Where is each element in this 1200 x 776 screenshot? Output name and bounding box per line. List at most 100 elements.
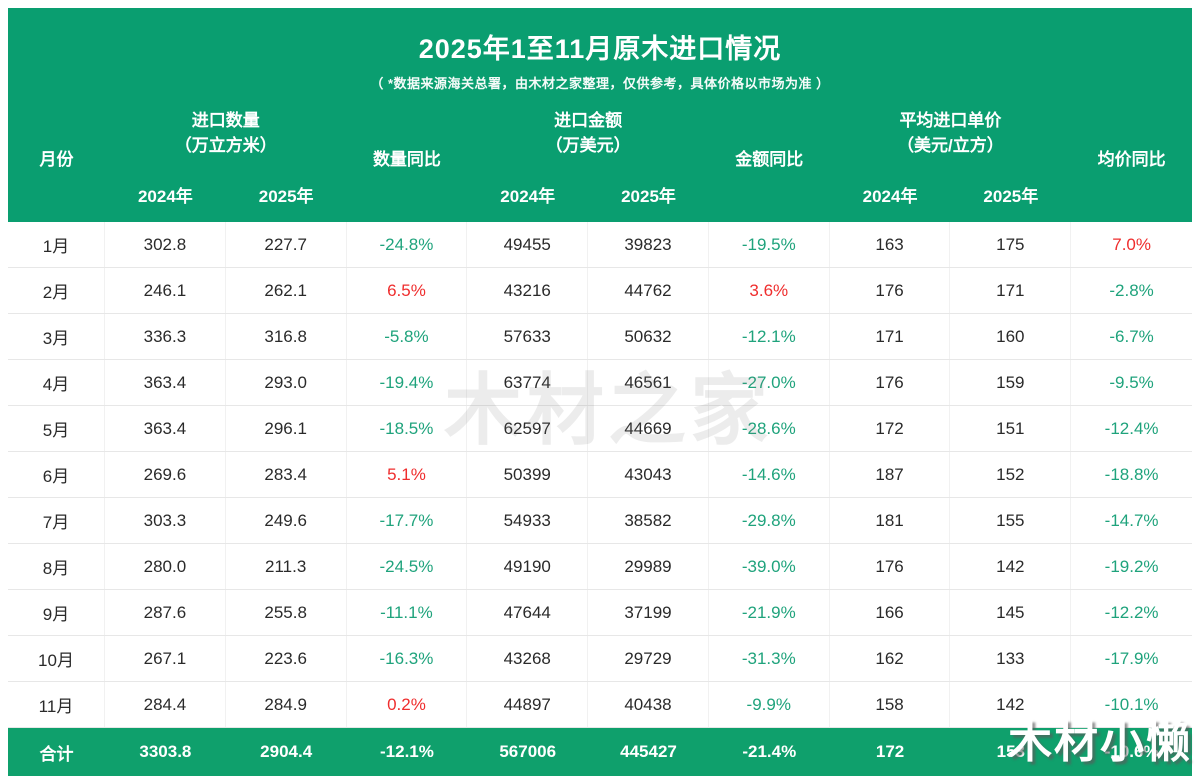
cell-qty-2025: 255.8 bbox=[226, 590, 347, 635]
col-group-avg-unit-price-label: 平均进口单价 bbox=[899, 110, 1002, 130]
cell-amt-2025: 37199 bbox=[588, 590, 709, 635]
page-subtitle: （ *数据来源海关总署，由木材之家整理，仅供参考，具体价格以市场为准 ） bbox=[370, 76, 830, 91]
cell-price-2025: 160 bbox=[950, 314, 1072, 359]
table-row: 6月 269.6 283.4 5.1% 50399 43043 -14.6% 1… bbox=[8, 452, 1192, 498]
cell-qty-yoy: -11.1% bbox=[347, 590, 468, 635]
table-row: 2月 246.1 262.1 6.5% 43216 44762 3.6% 176… bbox=[8, 268, 1192, 314]
page: 2025年1至11月原木进口情况 （ *数据来源海关总署，由木材之家整理，仅供参… bbox=[8, 8, 1192, 776]
cell-month: 1月 bbox=[8, 222, 105, 267]
table-row: 11月 284.4 284.9 0.2% 44897 40438 -9.9% 1… bbox=[8, 682, 1192, 728]
cell-price-2025: 155 bbox=[950, 498, 1072, 543]
cell-price-2024: 176 bbox=[830, 360, 951, 405]
cell-amt-yoy: -21.4% bbox=[742, 742, 797, 761]
cell-amt-2025: 44669 bbox=[588, 406, 709, 451]
cell-qty-2025: 262.1 bbox=[226, 268, 347, 313]
cell-qty-2025: 316.8 bbox=[226, 314, 347, 359]
cell-price-2025: 175 bbox=[950, 222, 1072, 267]
cell-month: 11月 bbox=[8, 682, 105, 727]
cell-price-2025: 145 bbox=[950, 590, 1072, 635]
table-header: 月份 进口数量 （万立方米） 数量同比 进口金额 （万美元） 金额同比 平均进口… bbox=[8, 96, 1192, 218]
cell-amt-2025: 44762 bbox=[588, 268, 709, 313]
table-row: 8月 280.0 211.3 -24.5% 49190 29989 -39.0%… bbox=[8, 544, 1192, 590]
table-row: 7月 303.3 249.6 -17.7% 54933 38582 -29.8%… bbox=[8, 498, 1192, 544]
cell-qty-yoy: -16.3% bbox=[347, 636, 468, 681]
cell-qty-yoy: -24.8% bbox=[347, 222, 468, 267]
cell-price-2024: 166 bbox=[830, 590, 951, 635]
cell-qty-2024: 246.1 bbox=[105, 268, 226, 313]
cell-amt-2024: 49190 bbox=[467, 544, 589, 589]
cell-price-yoy: -10.6% bbox=[1104, 742, 1159, 761]
col-group-import-quantity-unit: （万立方米） bbox=[174, 136, 277, 155]
cell-qty-2024: 363.4 bbox=[105, 406, 226, 451]
col-header-price-2025: 2025年 bbox=[983, 186, 1039, 206]
cell-amt-2024: 567006 bbox=[499, 742, 557, 761]
table-total-row: 合计 3303.8 2904.4 -12.1% 567006 445427 -2… bbox=[8, 728, 1192, 776]
cell-price-2025: 171 bbox=[950, 268, 1072, 313]
cell-price-yoy: -17.9% bbox=[1104, 648, 1159, 668]
cell-amt-2024: 49455 bbox=[467, 222, 589, 267]
col-header-amt-2024: 2024年 bbox=[500, 186, 556, 206]
cell-amt-2024: 63774 bbox=[467, 360, 589, 405]
table-row: 9月 287.6 255.8 -11.1% 47644 37199 -21.9%… bbox=[8, 590, 1192, 636]
col-group-import-amount: 进口金额 （万美元） bbox=[467, 96, 709, 170]
cell-amt-2025: 43043 bbox=[588, 452, 709, 497]
cell-month: 8月 bbox=[8, 544, 105, 589]
cell-qty-yoy: -12.1% bbox=[380, 742, 434, 761]
cell-amt-2025: 445427 bbox=[620, 742, 677, 761]
col-group-import-amount-unit: （万美元） bbox=[545, 136, 631, 155]
header-banner: 2025年1至11月原木进口情况 （ *数据来源海关总署，由木材之家整理，仅供参… bbox=[8, 8, 1192, 222]
cell-qty-yoy: -19.4% bbox=[347, 360, 468, 405]
cell-qty-2025: 211.3 bbox=[226, 544, 347, 589]
cell-amt-yoy: -27.0% bbox=[709, 360, 830, 405]
cell-qty-2024: 302.8 bbox=[105, 222, 226, 267]
table-row: 5月 363.4 296.1 -18.5% 62597 44669 -28.6%… bbox=[8, 406, 1192, 452]
cell-amt-yoy: -29.8% bbox=[709, 498, 830, 543]
cell-amt-2025: 29729 bbox=[588, 636, 709, 681]
cell-amt-2025: 29989 bbox=[588, 544, 709, 589]
cell-price-yoy: -2.8% bbox=[1109, 280, 1154, 300]
cell-price-2025: 159 bbox=[950, 360, 1072, 405]
cell-month: 9月 bbox=[8, 590, 105, 635]
cell-price-2024: 187 bbox=[830, 452, 951, 497]
cell-qty-yoy: 5.1% bbox=[347, 452, 468, 497]
col-group-avg-unit-price: 平均进口单价 （美元/立方） bbox=[830, 96, 1072, 170]
cell-price-2024: 172 bbox=[830, 406, 951, 451]
cell-amt-2024: 54933 bbox=[467, 498, 589, 543]
cell-qty-2025: 293.0 bbox=[226, 360, 347, 405]
col-header-amt-2025: 2025年 bbox=[621, 186, 676, 206]
cell-qty-2025: 283.4 bbox=[226, 452, 347, 497]
table-row: 4月 363.4 293.0 -19.4% 63774 46561 -27.0%… bbox=[8, 360, 1192, 406]
cell-price-yoy: 7.0% bbox=[1112, 234, 1151, 254]
cell-price-yoy: -6.7% bbox=[1109, 326, 1154, 346]
table-row: 3月 336.3 316.8 -5.8% 57633 50632 -12.1% … bbox=[8, 314, 1192, 360]
col-header-quantity-yoy: 数量同比 bbox=[372, 149, 441, 169]
col-header-qty-2024: 2024年 bbox=[137, 186, 193, 206]
cell-price-2025: 142 bbox=[950, 682, 1072, 727]
cell-month: 5月 bbox=[8, 406, 105, 451]
cell-price-2024: 158 bbox=[830, 682, 951, 727]
cell-price-yoy: -18.8% bbox=[1104, 464, 1159, 484]
cell-month: 2月 bbox=[8, 268, 105, 313]
cell-qty-2025: 249.6 bbox=[226, 498, 347, 543]
cell-amt-2024: 47644 bbox=[467, 590, 589, 635]
col-group-avg-unit-price-unit: （美元/立方） bbox=[897, 136, 1004, 155]
cell-amt-2024: 43216 bbox=[467, 268, 589, 313]
col-group-import-amount-label: 进口金额 bbox=[554, 110, 623, 130]
cell-qty-2024: 267.1 bbox=[105, 636, 226, 681]
cell-qty-2025: 223.6 bbox=[226, 636, 347, 681]
cell-qty-2025: 2904.4 bbox=[260, 742, 313, 761]
cell-amt-yoy: 3.6% bbox=[709, 268, 830, 313]
cell-amt-yoy: -14.6% bbox=[709, 452, 830, 497]
cell-price-2024: 176 bbox=[830, 268, 951, 313]
cell-qty-2024: 280.0 bbox=[105, 544, 226, 589]
cell-amt-yoy: -31.3% bbox=[709, 636, 830, 681]
cell-amt-2025: 40438 bbox=[588, 682, 709, 727]
col-header-price-2024: 2024年 bbox=[862, 186, 918, 206]
cell-amt-2025: 50632 bbox=[588, 314, 709, 359]
cell-amt-2025: 38582 bbox=[588, 498, 709, 543]
cell-month: 合计 bbox=[39, 744, 74, 764]
cell-month: 7月 bbox=[8, 498, 105, 543]
col-header-month: 月份 bbox=[39, 149, 74, 169]
cell-amt-yoy: -9.9% bbox=[709, 682, 830, 727]
table-row: 10月 267.1 223.6 -16.3% 43268 29729 -31.3… bbox=[8, 636, 1192, 682]
